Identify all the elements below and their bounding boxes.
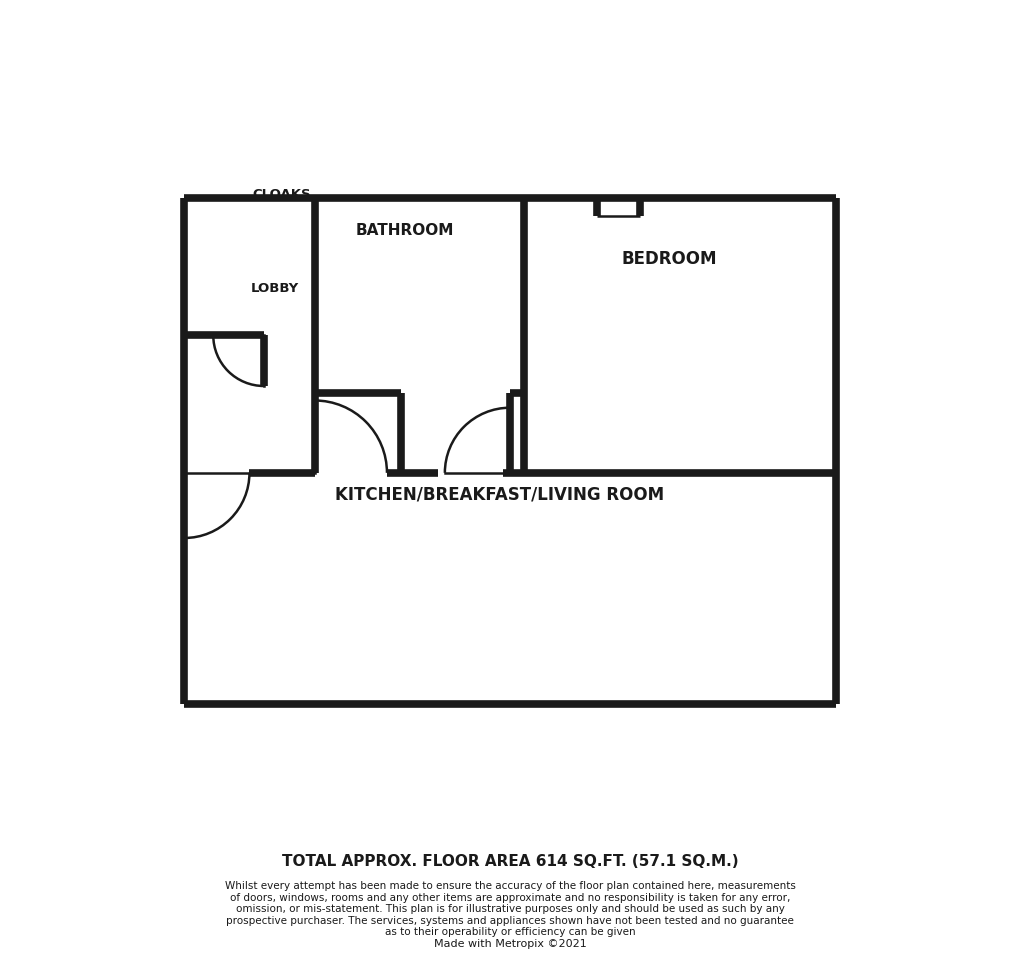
- Polygon shape: [184, 198, 314, 473]
- Polygon shape: [524, 198, 835, 473]
- Text: CLOAKS: CLOAKS: [253, 188, 311, 201]
- Text: Whilst every attempt has been made to ensure the accuracy of the floor plan cont: Whilst every attempt has been made to en…: [224, 881, 795, 937]
- Polygon shape: [314, 198, 524, 473]
- Polygon shape: [184, 473, 835, 704]
- Text: LOBBY: LOBBY: [251, 282, 299, 294]
- Text: TOTAL APPROX. FLOOR AREA 614 SQ.FT. (57.1 SQ.M.): TOTAL APPROX. FLOOR AREA 614 SQ.FT. (57.…: [281, 854, 738, 869]
- Text: Made with Metropix ©2021: Made with Metropix ©2021: [433, 939, 586, 949]
- Text: BATHROOM: BATHROOM: [356, 223, 453, 238]
- Text: BEDROOM: BEDROOM: [621, 250, 716, 268]
- Text: KITCHEN/BREAKFAST/LIVING ROOM: KITCHEN/BREAKFAST/LIVING ROOM: [334, 485, 663, 504]
